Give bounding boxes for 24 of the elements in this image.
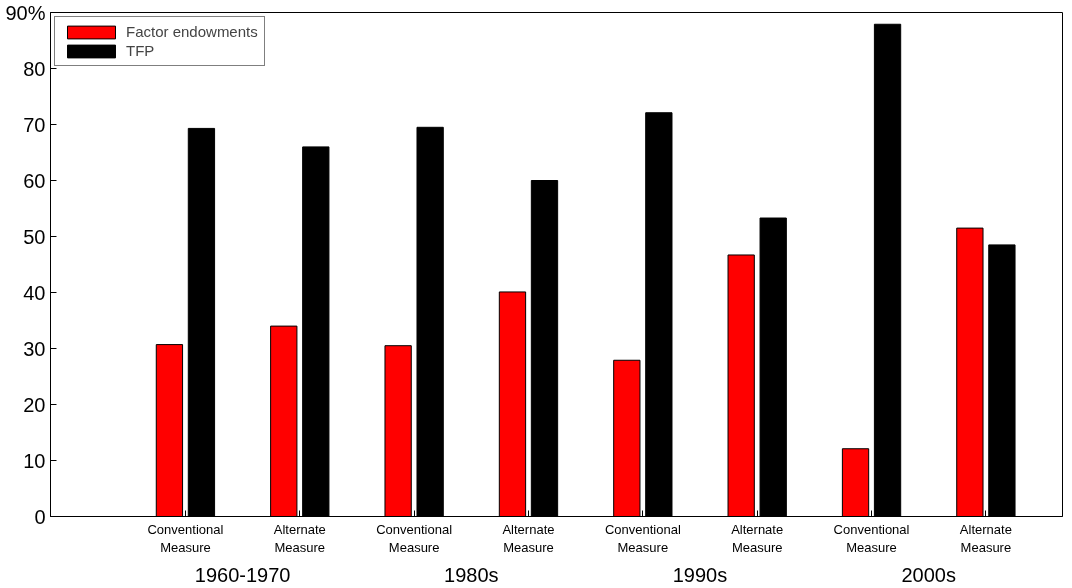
legend-label: Factor endowments [126, 23, 258, 40]
y-tick-label: 0 [34, 505, 46, 528]
x-tick-label: Alternate Measure [273, 521, 326, 555]
y-tick-label: 60 [23, 169, 46, 192]
y-tick-label: 10 [23, 449, 46, 472]
x-tick-label: Conventional Measure [376, 521, 453, 555]
y-tick-label: 20 [23, 393, 46, 416]
y-tick-label: 40 [23, 281, 46, 304]
y-tick-label: 90% [5, 1, 46, 24]
text: 1960-1970 [194, 563, 291, 586]
x-tick-label: Alternate Measure [502, 521, 555, 555]
x-tick-label: Alternate Measure [731, 521, 784, 555]
text: 1990s [672, 563, 728, 586]
y-tick-label: 50 [23, 225, 46, 248]
text: 1980s [444, 563, 499, 586]
y-tick-label: 70 [23, 113, 46, 136]
y-tick-label: 80 [23, 57, 46, 80]
legend-label: TFP [126, 42, 155, 59]
text: 2000s [901, 563, 956, 586]
y-tick-label: 30 [23, 337, 46, 360]
x-tick-label: Alternate Measure [959, 521, 1012, 555]
x-tick-label: Conventional Measure [147, 521, 224, 555]
x-tick-label: Conventional Measure [833, 521, 910, 555]
x-tick-label: Conventional Measure [604, 521, 681, 555]
